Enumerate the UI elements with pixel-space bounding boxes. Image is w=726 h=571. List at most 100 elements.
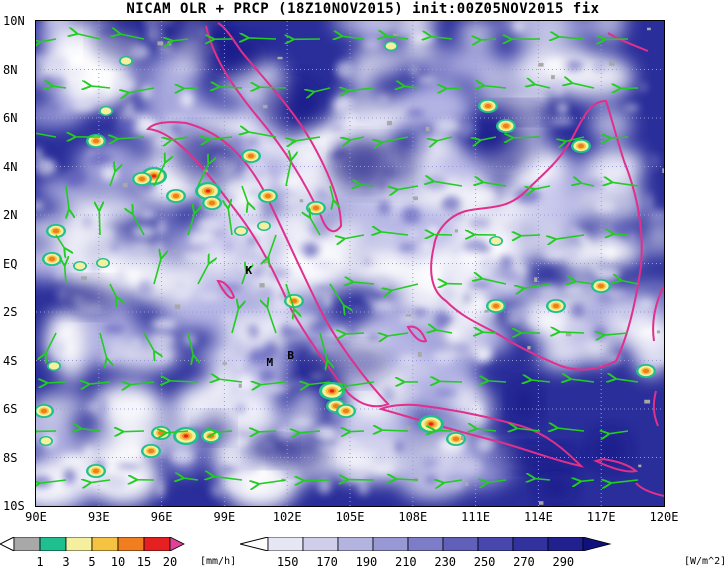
cloud-fleck xyxy=(456,457,483,475)
precip-cell xyxy=(636,364,656,378)
cloud-fleck xyxy=(370,299,394,313)
clear-sky-patch xyxy=(471,115,536,176)
cloud-fleck xyxy=(594,199,616,213)
cloud-fleck xyxy=(214,402,237,412)
wind-vector xyxy=(341,36,365,39)
wind-vector xyxy=(438,381,463,382)
cloud-fleck xyxy=(464,293,472,304)
wind-vector xyxy=(143,332,155,352)
colorbar-swatch xyxy=(512,537,549,551)
wind-vector xyxy=(556,428,585,431)
wind-vector xyxy=(534,478,551,480)
cloud-fleck xyxy=(372,466,396,473)
cloud-fleck xyxy=(468,280,491,288)
lat-label: 4N xyxy=(3,159,18,174)
wind-vector xyxy=(66,185,69,211)
cloud-fleck xyxy=(198,292,221,301)
cloud-fleck xyxy=(554,267,581,272)
wind-vector xyxy=(132,213,145,236)
wind-vector xyxy=(344,333,365,334)
wind-vector xyxy=(153,257,161,285)
cloud-fleck xyxy=(645,194,653,212)
cloud-fleck xyxy=(434,390,458,396)
precip-cell xyxy=(446,432,466,446)
precip-cell xyxy=(36,404,54,418)
cloud-fleck xyxy=(286,328,302,337)
light-rain-speck xyxy=(638,464,642,468)
cloud-fleck xyxy=(302,242,319,258)
wind-vector xyxy=(197,263,209,285)
cloud-fleck xyxy=(197,219,222,231)
precip-cell xyxy=(119,56,133,66)
light-rain-speck xyxy=(538,62,544,67)
light-rain-speck xyxy=(565,332,572,337)
cloud-fleck xyxy=(536,285,561,300)
wind-vector xyxy=(565,136,585,142)
cloud-fleck xyxy=(420,137,428,153)
cloud-fleck xyxy=(281,323,290,339)
cloud-fleck xyxy=(258,171,273,188)
cloud-fleck xyxy=(233,356,245,372)
precip-cell xyxy=(478,99,498,113)
cloud-fleck xyxy=(311,286,337,291)
light-rain-speck xyxy=(387,120,393,126)
precip-tick-label: 10 xyxy=(110,555,126,569)
light-rain-speck xyxy=(262,104,268,109)
cloud-fleck xyxy=(566,225,580,238)
cloud-fleck xyxy=(210,483,228,498)
lon-label: 114E xyxy=(523,510,553,524)
cloud-fleck xyxy=(570,303,585,319)
light-rain-speck xyxy=(299,199,304,203)
cloud-fleck xyxy=(405,386,420,395)
cloud-fleck xyxy=(362,39,381,49)
cloud-fleck xyxy=(285,469,297,484)
wind-vector xyxy=(215,431,233,432)
cloud-fleck xyxy=(562,60,584,71)
precip-cell xyxy=(202,196,222,210)
wind-vector xyxy=(259,382,287,385)
lat-label: 8N xyxy=(3,62,18,77)
wind-vector xyxy=(610,480,639,483)
wind-vector xyxy=(294,136,321,141)
wind-vector xyxy=(39,39,57,42)
cloud-fleck xyxy=(536,94,546,104)
light-rain-speck xyxy=(662,168,664,173)
precip-cell xyxy=(489,236,503,246)
cloud-fleck xyxy=(263,342,282,357)
wind-vector xyxy=(187,212,195,236)
cloud-fleck xyxy=(193,262,210,268)
cloud-fleck xyxy=(375,308,382,320)
cloud-fleck xyxy=(117,267,125,285)
cloud-fleck xyxy=(468,217,491,230)
cloud-fleck xyxy=(378,200,391,215)
cloud-fleck xyxy=(63,466,76,485)
wind-vector xyxy=(343,234,365,239)
coast-bangka xyxy=(406,325,428,343)
wind-vector xyxy=(349,431,365,432)
wind-vector xyxy=(523,283,551,289)
cloud-blob xyxy=(553,53,635,101)
wind-vector xyxy=(80,428,101,431)
cloud-fleck xyxy=(592,325,607,341)
light-rain-speck xyxy=(405,314,412,317)
cloud-fleck xyxy=(373,451,388,467)
cloud-fleck xyxy=(315,188,329,203)
cloud-fleck xyxy=(378,442,392,455)
colorbar-end-left xyxy=(0,537,15,551)
cloud-fleck xyxy=(640,84,647,91)
cloud-fleck xyxy=(50,105,60,111)
wind-vector xyxy=(129,382,155,385)
wind-vector xyxy=(347,88,375,91)
colorbar-swatch xyxy=(372,537,409,551)
cloud-fleck xyxy=(314,426,337,441)
precip-cell xyxy=(486,299,506,313)
cloud-fleck xyxy=(71,97,96,113)
precip-cell xyxy=(39,436,53,446)
cloud-fleck xyxy=(90,227,115,241)
cloud-fleck xyxy=(611,167,623,178)
cloud-fleck xyxy=(405,108,425,118)
cloud-fleck xyxy=(84,445,94,459)
cloud-fleck xyxy=(594,267,621,280)
wind-vector xyxy=(386,36,409,39)
cloud-fleck xyxy=(297,316,318,323)
